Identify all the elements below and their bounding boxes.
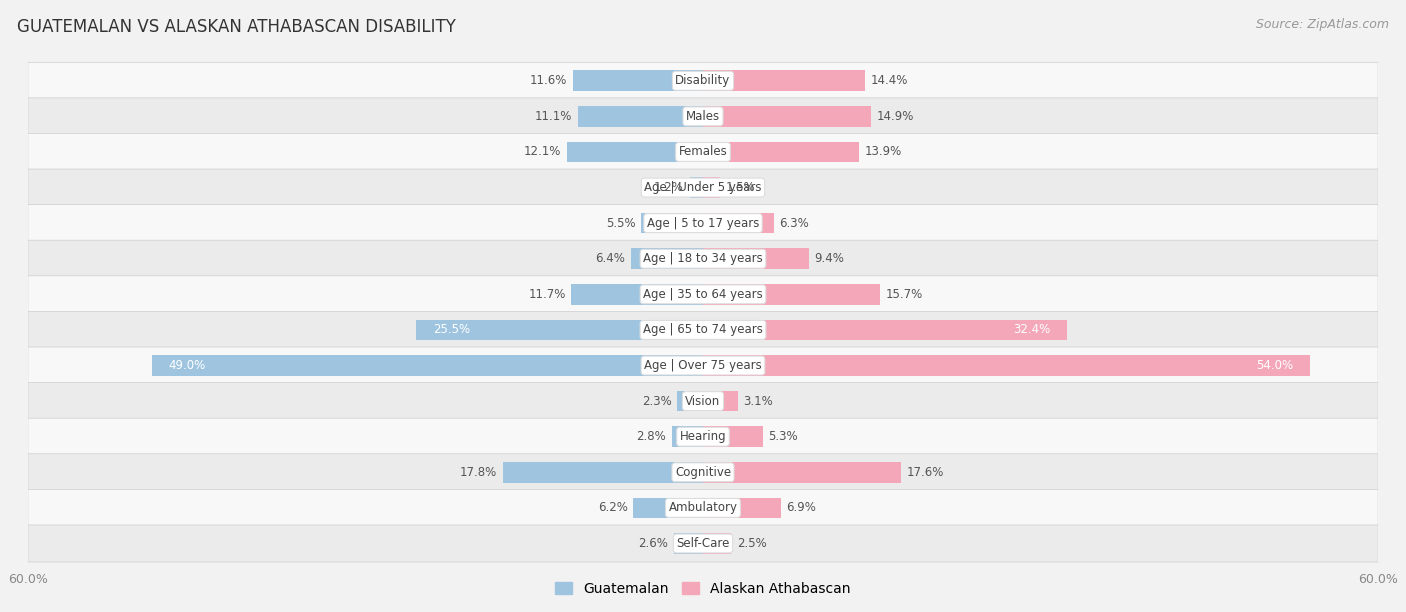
Text: Vision: Vision [685,395,721,408]
Bar [703,70,865,91]
Text: Females: Females [679,146,727,159]
Bar [578,106,703,127]
FancyBboxPatch shape [28,98,1378,135]
Text: 6.2%: 6.2% [598,501,627,514]
FancyBboxPatch shape [28,241,1378,277]
Text: 2.6%: 2.6% [638,537,668,550]
Text: GUATEMALAN VS ALASKAN ATHABASCAN DISABILITY: GUATEMALAN VS ALASKAN ATHABASCAN DISABIL… [17,18,456,36]
Text: Cognitive: Cognitive [675,466,731,479]
Text: Hearing: Hearing [679,430,727,443]
Bar [416,319,703,340]
FancyBboxPatch shape [28,276,1378,313]
Bar [572,70,703,91]
Text: 6.9%: 6.9% [786,501,815,514]
FancyBboxPatch shape [28,490,1378,526]
Text: Age | 65 to 74 years: Age | 65 to 74 years [643,323,763,337]
Text: 25.5%: 25.5% [433,323,470,337]
Text: 17.8%: 17.8% [460,466,498,479]
Bar [703,284,880,305]
Text: 6.4%: 6.4% [596,252,626,265]
Bar [631,248,703,269]
Bar [703,106,870,127]
Bar [567,141,703,162]
FancyBboxPatch shape [28,418,1378,455]
FancyBboxPatch shape [28,62,1378,99]
Bar [703,248,808,269]
Bar [633,498,703,518]
Bar [703,533,731,554]
Text: Age | Under 5 years: Age | Under 5 years [644,181,762,194]
Bar [641,213,703,233]
FancyBboxPatch shape [28,204,1378,242]
FancyBboxPatch shape [28,169,1378,206]
Text: 11.1%: 11.1% [536,110,572,123]
Text: Age | 5 to 17 years: Age | 5 to 17 years [647,217,759,230]
Bar [672,427,703,447]
Bar [571,284,703,305]
Text: 14.4%: 14.4% [870,74,908,88]
Bar [703,427,762,447]
Text: Self-Care: Self-Care [676,537,730,550]
Bar [703,355,1310,376]
Bar [703,498,780,518]
Text: 13.9%: 13.9% [865,146,903,159]
Text: 9.4%: 9.4% [814,252,844,265]
Bar [678,391,703,411]
FancyBboxPatch shape [28,453,1378,491]
Legend: Guatemalan, Alaskan Athabascan: Guatemalan, Alaskan Athabascan [550,576,856,601]
FancyBboxPatch shape [28,312,1378,348]
Bar [703,177,720,198]
Text: 11.6%: 11.6% [530,74,567,88]
Text: 11.7%: 11.7% [529,288,565,301]
Text: 15.7%: 15.7% [886,288,922,301]
Bar [503,462,703,483]
FancyBboxPatch shape [28,382,1378,420]
Text: Disability: Disability [675,74,731,88]
Text: 1.5%: 1.5% [725,181,755,194]
Text: 17.6%: 17.6% [907,466,943,479]
Text: 2.8%: 2.8% [636,430,666,443]
Bar [673,533,703,554]
Text: Age | 35 to 64 years: Age | 35 to 64 years [643,288,763,301]
FancyBboxPatch shape [28,525,1378,562]
Bar [703,213,773,233]
Text: 1.2%: 1.2% [654,181,683,194]
Bar [703,319,1067,340]
Text: 54.0%: 54.0% [1257,359,1294,372]
Text: 32.4%: 32.4% [1014,323,1050,337]
Text: Males: Males [686,110,720,123]
Text: 5.5%: 5.5% [606,217,636,230]
Bar [703,141,859,162]
Bar [703,391,738,411]
Bar [689,177,703,198]
Bar [152,355,703,376]
FancyBboxPatch shape [28,133,1378,171]
Text: Source: ZipAtlas.com: Source: ZipAtlas.com [1256,18,1389,31]
Text: 5.3%: 5.3% [768,430,797,443]
Text: 12.1%: 12.1% [524,146,561,159]
Text: Age | 18 to 34 years: Age | 18 to 34 years [643,252,763,265]
Text: Age | Over 75 years: Age | Over 75 years [644,359,762,372]
Text: 6.3%: 6.3% [779,217,810,230]
Text: 14.9%: 14.9% [876,110,914,123]
Text: 3.1%: 3.1% [744,395,773,408]
Text: 2.5%: 2.5% [737,537,766,550]
Text: 2.3%: 2.3% [641,395,672,408]
Bar [703,462,901,483]
Text: 49.0%: 49.0% [169,359,205,372]
FancyBboxPatch shape [28,347,1378,384]
Text: Ambulatory: Ambulatory [668,501,738,514]
